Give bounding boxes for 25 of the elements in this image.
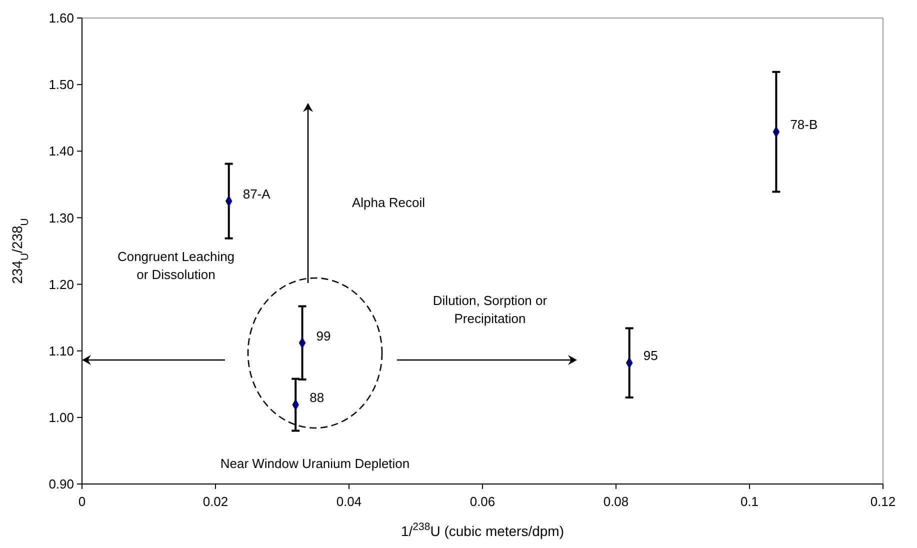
annotation: Dilution, Sorption or Precipitation (432, 293, 548, 326)
y-tick-label: 1.30 (48, 210, 74, 226)
y-tick-label: 1.40 (48, 144, 74, 159)
x-tick-label: 0.02 (202, 494, 228, 509)
x-tick-label: 0.1 (740, 494, 759, 509)
annotation: 99 (316, 328, 331, 344)
y-tick-label: 1.00 (48, 410, 74, 425)
x-tick-label: 0.06 (470, 494, 496, 509)
y-tick-label: 1.50 (48, 77, 74, 92)
annotation: 88 (310, 390, 324, 406)
y-tick-label: 1.20 (48, 276, 74, 292)
y-tick-label: 0.90 (48, 476, 74, 492)
annotation: 78-B (790, 117, 818, 132)
y-tick-label: 1.60 (48, 10, 74, 26)
x-tick-label: 0 (78, 494, 86, 509)
x-tick-label: 0.08 (603, 494, 629, 509)
annotation: Near Window Uranium Depletion (220, 456, 410, 471)
x-tick-label: 0.12 (870, 494, 896, 509)
x-tick-label: 0.04 (336, 494, 362, 509)
x-axis-title: 1/$^{238}$U (cubic meters/dpm) (400, 521, 564, 539)
annotation: 95 (643, 348, 658, 364)
annotation: Congruent Leaching or Dissolution (117, 249, 235, 282)
annotation: Alpha Recoil (352, 195, 426, 210)
y-tick-label: 1.10 (48, 343, 74, 358)
annotation: 87-A (242, 186, 271, 202)
